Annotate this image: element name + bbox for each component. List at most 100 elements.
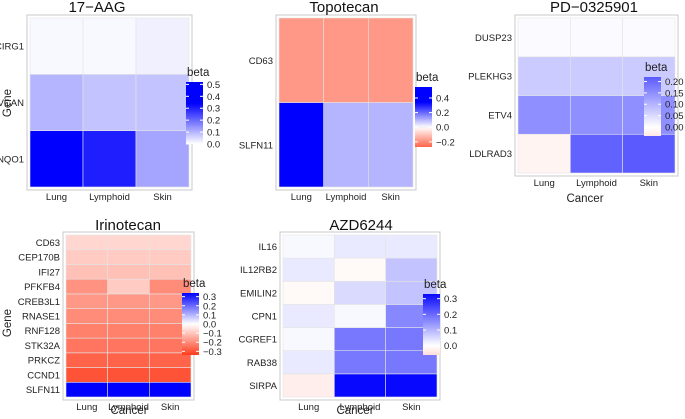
- legend-tick-label: 0.5: [207, 80, 220, 91]
- heatmap-cell: [368, 102, 414, 188]
- legend-tick-label: 0.2: [444, 310, 457, 321]
- heatmap-cell: [107, 367, 150, 383]
- heatmap-cell: [517, 56, 571, 96]
- heatmap-cell: [622, 17, 676, 58]
- heatmap-cell: [282, 327, 335, 352]
- row-tick-label: IL12RB2: [240, 265, 277, 276]
- column-tick-label: Lung: [534, 178, 555, 189]
- legend-title: beta: [416, 72, 439, 84]
- legend-colorbar: [415, 87, 432, 147]
- legend-tick-label: 0.10: [665, 100, 684, 111]
- heatmap-cell: [517, 133, 571, 174]
- heatmap-cell: [65, 278, 108, 295]
- x-axis-label: Cancer: [336, 405, 373, 417]
- column-tick-label: Lymphoid: [576, 178, 617, 189]
- heatmap-cell: [82, 130, 137, 188]
- row-tick-label: CPN1: [252, 312, 277, 323]
- row-tick-label: IFI27: [38, 267, 60, 278]
- heatmap-cell: [65, 234, 108, 251]
- heatmap-cell: [107, 323, 150, 339]
- heatmap-cell: [149, 264, 192, 280]
- column-tick-label: Lymphoid: [108, 402, 149, 413]
- row-tick-label: CCND1: [27, 370, 60, 381]
- legend-tick-label: 0.0: [444, 341, 457, 352]
- heatmap-cell: [107, 249, 150, 265]
- row-tick-label: STK32A: [25, 341, 61, 352]
- legend-tick-label: 0.1: [207, 128, 220, 139]
- row-tick-label: RAB38: [247, 358, 277, 369]
- heatmap-cell: [570, 95, 623, 135]
- legend-colorbar: [423, 294, 440, 355]
- legend-title: beta: [187, 67, 210, 79]
- heatmap-cell: [107, 308, 150, 324]
- heatmap-cell: [385, 373, 438, 398]
- legend-tick-label: −0.2: [203, 338, 222, 349]
- heatmap-cell: [107, 337, 150, 354]
- legend-colorbar: [644, 77, 661, 136]
- heatmap-cell: [334, 327, 386, 352]
- y-axis-label: Gene: [2, 309, 14, 337]
- row-tick-label: VCAN: [0, 98, 24, 109]
- legend-tick-label: 0.3: [207, 104, 220, 115]
- legend-tick-label: 0.3: [203, 292, 216, 303]
- column-tick-label: Skin: [161, 402, 179, 413]
- row-tick-label: CEP170B: [18, 253, 60, 264]
- heatmap-cell: [149, 249, 192, 265]
- row-tick-label: SLFN11: [26, 385, 60, 396]
- row-tick-label: EMILIN2: [240, 288, 277, 299]
- legend-tick-label: −0.1: [203, 329, 222, 340]
- legend-tick-label: 0.00: [665, 122, 684, 133]
- heatmap-cell: [282, 350, 335, 375]
- row-tick-label: LDLRAD3: [469, 149, 512, 160]
- heatmap-cell: [385, 234, 438, 259]
- heatmap-cell: [135, 130, 190, 188]
- column-tick-label: Skin: [402, 402, 420, 413]
- column-tick-label: Lung: [298, 402, 319, 413]
- heatmap-cell: [282, 280, 335, 305]
- heatmap-cell: [29, 130, 84, 188]
- heatmap-cell: [65, 323, 108, 339]
- heatmap-cell: [282, 373, 335, 398]
- row-tick-label: SLFN11: [239, 140, 273, 151]
- heatmap-cell: [65, 308, 108, 324]
- heatmap-cell: [107, 264, 150, 280]
- x-axis-label: Cancer: [110, 405, 147, 417]
- legend-tick-label: 0.0: [436, 123, 449, 134]
- legend-tick-label: 0.20: [665, 77, 684, 88]
- panel-title: PD−0325901: [550, 0, 638, 16]
- heatmap-cell: [323, 17, 369, 103]
- x-axis-label: Cancer: [566, 193, 603, 205]
- row-tick-label: RNF128: [25, 326, 60, 337]
- legend-tick-label: 0.2: [207, 116, 220, 127]
- legend-tick-label: 0.1: [203, 310, 216, 321]
- column-tick-label: Lung: [46, 192, 67, 203]
- heatmap-cell: [334, 350, 386, 375]
- heatmap-cell: [368, 17, 414, 103]
- row-tick-label: TCIRG1: [0, 42, 24, 53]
- panel-title: AZD6244: [329, 217, 392, 234]
- heatmap-cell: [65, 337, 108, 354]
- legend-tick-label: 0.2: [436, 108, 449, 119]
- row-tick-label: IL16: [259, 242, 278, 253]
- column-tick-label: Skin: [381, 192, 399, 203]
- heatmap-cell: [149, 352, 192, 368]
- legend-tick-label: −0.3: [203, 347, 222, 358]
- column-tick-label: Skin: [153, 192, 171, 203]
- heatmap-cell: [282, 304, 335, 328]
- heatmap-cell: [622, 133, 676, 174]
- heatmap-cell: [135, 74, 190, 131]
- heatmap-cell: [334, 234, 386, 259]
- heatmap-cell: [135, 17, 190, 75]
- column-tick-label: Lymphoid: [89, 192, 130, 203]
- legend-tick-label: 0.05: [665, 111, 684, 122]
- row-tick-label: SIRPA: [249, 381, 277, 392]
- legend-colorbar: [186, 82, 203, 144]
- legend-title: beta: [645, 62, 668, 74]
- heatmap-cell: [570, 56, 623, 96]
- heatmap-cell: [29, 17, 84, 75]
- column-tick-label: Lung: [291, 192, 312, 203]
- legend-tick-label: −0.2: [436, 137, 455, 148]
- heatmap-cell: [65, 249, 108, 265]
- heatmap-cell: [107, 293, 150, 309]
